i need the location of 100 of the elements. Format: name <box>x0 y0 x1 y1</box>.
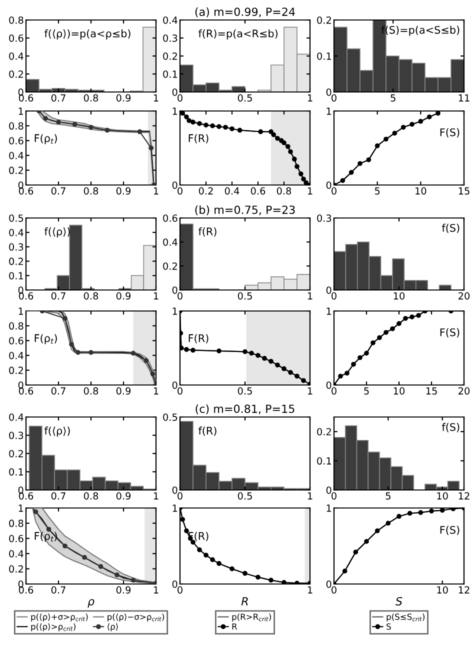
x-tick-label: 0.5 <box>238 492 252 500</box>
x-tick-label: 0.5 <box>238 292 252 300</box>
x-tick-label: 5 <box>374 187 380 195</box>
x-tick-label: 10 <box>437 492 448 500</box>
x-tick-label: 0.8 <box>84 292 98 300</box>
x-axis-title: R <box>241 597 248 606</box>
x-tick-label: 0.8 <box>84 94 98 102</box>
x-tick-label: 10 <box>394 387 405 395</box>
y-tick-label: 0.2 <box>317 16 331 24</box>
x-tick-label: 0 <box>178 586 182 594</box>
annotation: F̄(ρ$_{t}$) <box>34 134 57 144</box>
y-tick-label: 0 <box>172 181 178 189</box>
y-tick-label: 0.8 <box>9 520 24 528</box>
y-tick-label: 0.6 <box>163 214 178 222</box>
x-tick-label: 0.4 <box>224 187 240 195</box>
x-tick-label: 0.7 <box>51 187 66 195</box>
y-tick-label: 0.2 <box>163 52 177 60</box>
x-tick-label: 5 <box>390 94 396 102</box>
y-tick-label: 0.4 <box>9 413 24 421</box>
x-tick-label: 1 <box>154 94 158 102</box>
legend-label: p(⟨ρ⟩+σ>ρ$_{crit}$) <box>31 613 88 622</box>
annotation: f(R)=p(a<R≤b) <box>198 29 278 40</box>
y-tick-label: 0.5 <box>163 413 178 421</box>
y-tick-label: 0 <box>18 88 24 96</box>
legend-label: p(⟨ρ⟩−σ>ρ$_{crit}$) <box>108 613 164 622</box>
annotation: F̄(ρ$_{t}$) <box>34 532 57 542</box>
y-tick-label: 1 <box>18 308 24 315</box>
y-tick-label: 0 <box>18 486 24 494</box>
x-tick-label: 0 <box>332 586 336 594</box>
x-tick-label: 0 <box>178 94 182 102</box>
x-tick-label: 0.9 <box>116 187 131 195</box>
x-tick-label: 0.9 <box>116 387 131 395</box>
annotation: f(⟨ρ⟩) <box>44 227 70 238</box>
y-tick-label: 0.1 <box>163 70 178 78</box>
x-tick-label: 0.8 <box>84 387 98 395</box>
legend-label: R <box>232 623 238 630</box>
y-tick-label: 0.6 <box>9 34 24 42</box>
x-tick-label: 1 <box>308 387 312 394</box>
y-tick-label: 0 <box>326 286 332 294</box>
y-tick-label: 1 <box>172 504 178 512</box>
x-tick-label: 11 <box>458 94 470 102</box>
y-tick-label: 0.6 <box>9 337 24 344</box>
y-tick-label: 0 <box>326 486 332 494</box>
y-tick-label: 1 <box>172 108 178 115</box>
annotation: F(S) <box>440 128 460 138</box>
y-tick-label: 0 <box>172 486 178 494</box>
chart-title: (a) m=0.99, P=24 <box>195 7 295 18</box>
x-tick-label: 0.5 <box>238 94 252 102</box>
x-tick-label: 12 <box>458 492 470 500</box>
y-tick-label: 1 <box>18 108 24 115</box>
y-tick-label: 0.3 <box>163 34 178 42</box>
y-tick-label: 0 <box>172 381 178 389</box>
y-tick-label: 0 <box>18 181 24 189</box>
x-tick-label: 0.7 <box>51 292 66 300</box>
y-tick-label: 0.4 <box>9 152 24 160</box>
x-tick-label: 0 <box>332 187 336 195</box>
y-tick-label: 1 <box>18 504 24 512</box>
y-tick-label: 0.6 <box>9 137 24 144</box>
x-tick-label: 0.8 <box>84 492 98 500</box>
annotation: f(R) <box>198 426 216 436</box>
annotation: f(R) <box>198 227 216 237</box>
x-tick-label: 1 <box>154 187 158 194</box>
y-tick-label: 0.2 <box>9 565 23 573</box>
y-tick-label: 1 <box>326 504 332 512</box>
x-tick-label: 10 <box>394 292 405 300</box>
y-tick-label: 0.1 <box>317 457 332 465</box>
x-tick-label: 0.7 <box>51 94 66 102</box>
x-tick-label: 0 <box>178 187 182 195</box>
legend-label: ⟨ρ⟩ <box>108 623 118 632</box>
y-tick-label: 0 <box>172 88 178 96</box>
chart-title: (c) m=0.81, P=15 <box>196 404 294 414</box>
annotation: F̄(R) <box>188 134 208 144</box>
x-tick-label: 1 <box>154 492 158 500</box>
x-tick-label: 1 <box>308 586 312 594</box>
x-tick-label: 0.9 <box>116 94 131 102</box>
x-tick-label: 0.2 <box>198 187 213 195</box>
x-axis-title: S <box>396 597 402 606</box>
y-tick-label: 0 <box>18 381 24 389</box>
annotation: f(S) <box>442 422 460 432</box>
y-tick-label: 0.2 <box>317 428 331 436</box>
y-tick-label: 0.4 <box>9 52 24 60</box>
chart-title: (b) m=0.75, P=23 <box>195 205 295 216</box>
y-tick-label: 0.1 <box>9 272 24 280</box>
x-tick-label: 0 <box>178 387 182 395</box>
y-tick-label: 0.4 <box>9 228 24 236</box>
x-tick-label: 0.7 <box>51 387 66 395</box>
y-tick-label: 0.3 <box>9 432 24 440</box>
y-tick-label: 0.8 <box>9 322 24 330</box>
y-tick-label: 0.2 <box>9 366 23 374</box>
y-tick-label: 0.8 <box>9 122 24 130</box>
y-tick-label: 0 <box>18 286 24 294</box>
annotation: F(S) <box>440 328 460 338</box>
x-tick-label: 15 <box>458 187 470 195</box>
y-tick-label: 1 <box>326 308 332 315</box>
y-tick-label: 0.1 <box>317 52 332 60</box>
y-tick-label: 0.2 <box>9 258 23 266</box>
x-tick-label: 10 <box>437 586 448 594</box>
x-tick-label: 1 <box>154 387 158 394</box>
x-tick-label: 12 <box>458 586 470 594</box>
y-tick-label: 1 <box>326 108 332 115</box>
